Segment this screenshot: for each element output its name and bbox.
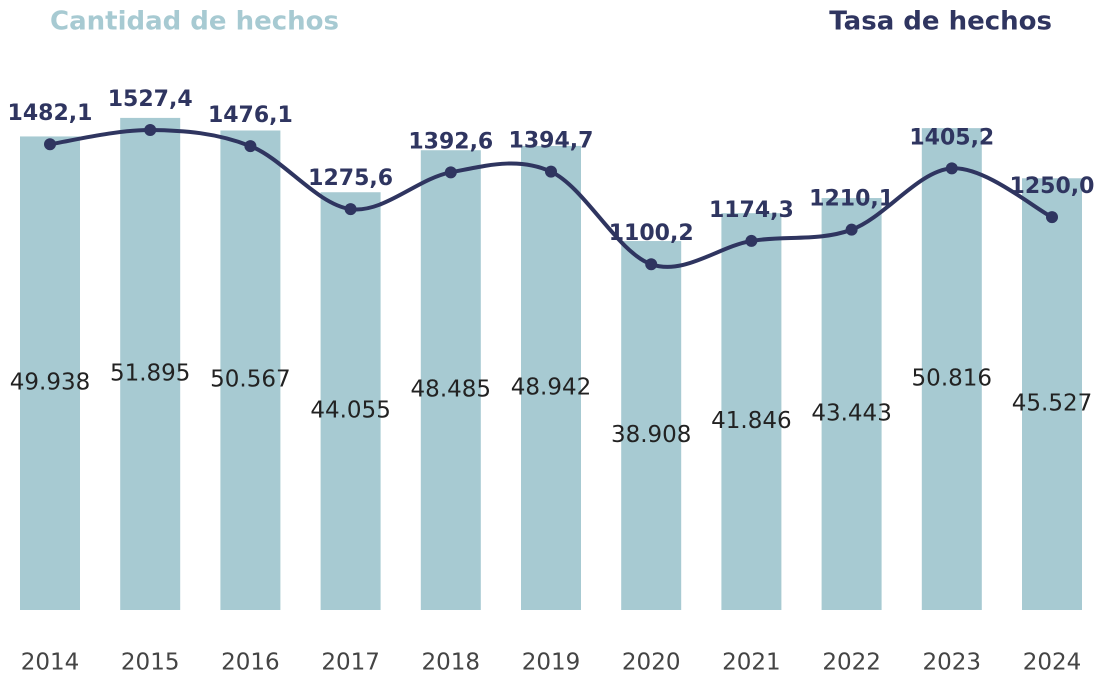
line-point	[945, 162, 958, 175]
x-tick-label: 2024	[1023, 650, 1082, 676]
bar-value-label: 50.816	[912, 366, 992, 392]
line-value-label: 1405,2	[909, 125, 994, 150]
x-tick-label: 2016	[221, 650, 280, 676]
line-value-label: 1100,2	[609, 221, 694, 246]
line-value-label: 1476,1	[208, 103, 293, 128]
bar-value-label: 49.938	[10, 370, 90, 396]
line-value-label: 1275,6	[308, 166, 393, 191]
line-value-label: 1394,7	[509, 129, 594, 154]
line-value-label: 1482,1	[8, 101, 93, 126]
line-value-label: 1210,1	[809, 187, 894, 212]
bar	[220, 130, 281, 610]
bar-value-label: 45.527	[1012, 391, 1092, 417]
line-point	[444, 166, 457, 179]
bar-value-label: 48.485	[411, 377, 491, 403]
line-point	[244, 140, 257, 153]
bar	[721, 213, 782, 610]
legend-line: Tasa de hechos	[829, 7, 1052, 37]
line-point	[44, 138, 56, 151]
x-tick-label: 2018	[422, 650, 481, 676]
line-value-label: 1527,4	[108, 87, 193, 112]
x-tick-label: 2022	[822, 650, 881, 676]
line-point	[745, 234, 758, 247]
bar-value-label: 50.567	[210, 367, 290, 393]
line-point	[645, 258, 658, 271]
line-value-label: 1392,6	[408, 129, 493, 154]
bar	[420, 150, 481, 610]
line-value-label: 1174,3	[709, 198, 794, 223]
line-point	[1046, 211, 1058, 224]
legend-bar: Cantidad de hechos	[50, 7, 339, 37]
bar	[320, 192, 381, 611]
bar-value-label: 51.895	[110, 360, 190, 386]
bar-value-label: 41.846	[711, 408, 791, 434]
line-point	[545, 165, 557, 178]
x-tick-label: 2014	[21, 650, 80, 676]
bar	[821, 198, 882, 610]
x-tick-label: 2023	[923, 650, 982, 676]
bar-value-label: 44.055	[310, 398, 390, 424]
line-value-label: 1250,0	[1010, 174, 1095, 199]
x-tick-label: 2021	[722, 650, 781, 676]
x-tick-label: 2017	[321, 650, 380, 676]
x-tick-label: 2020	[622, 650, 681, 676]
bar	[20, 136, 80, 610]
x-tick-label: 2015	[121, 650, 180, 676]
bar	[120, 117, 181, 610]
bar-value-label: 38.908	[611, 422, 691, 448]
bar	[621, 241, 682, 610]
bar	[1022, 178, 1082, 610]
bar-value-label: 48.942	[511, 374, 591, 400]
line-point	[845, 223, 858, 236]
line-point	[144, 123, 157, 136]
line-point	[344, 203, 357, 216]
x-tick-label: 2019	[522, 650, 581, 676]
bar	[921, 128, 982, 610]
bar	[521, 145, 581, 610]
bar-value-label: 43.443	[811, 401, 891, 427]
